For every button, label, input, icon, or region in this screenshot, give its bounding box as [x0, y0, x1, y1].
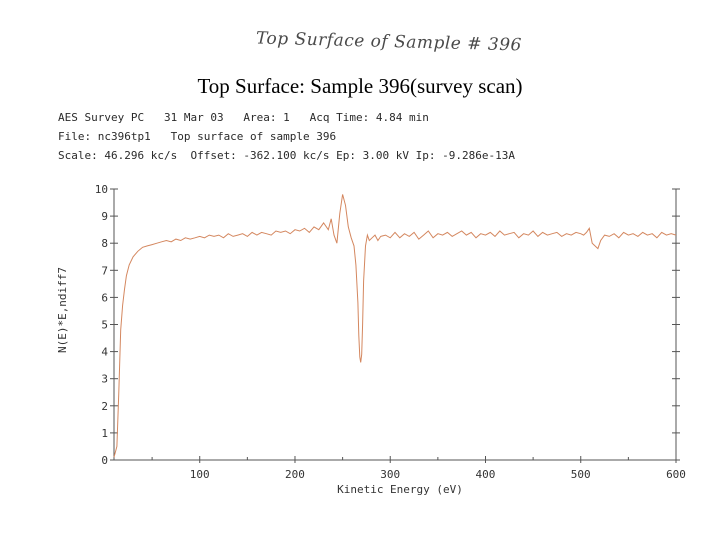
x-tick-label: 100 — [190, 468, 210, 481]
scan-header-line-1: AES Survey PC 31 Mar 03 Area: 1 Acq Time… — [58, 111, 429, 124]
chart-axes — [113, 189, 677, 461]
y-tick-label: 3 — [101, 373, 108, 386]
x-tick-label: 600 — [666, 468, 686, 481]
y-tick-label: 9 — [101, 210, 108, 223]
y-tick-label: 5 — [101, 319, 108, 332]
y-tick-label: 10 — [95, 183, 108, 196]
y-tick-label: 1 — [101, 427, 108, 440]
x-tick-label: 500 — [571, 468, 591, 481]
y-axis-ticks: 0 1 2 3 4 5 6 7 8 9 10 — [95, 183, 680, 467]
x-axis-label: Kinetic Energy (eV) — [337, 483, 463, 496]
y-tick-label: 0 — [101, 454, 108, 467]
slide-title: Top Surface: Sample 396(survey scan) — [197, 74, 523, 98]
y-tick-label: 7 — [101, 264, 108, 277]
y-tick-label: 4 — [101, 346, 108, 359]
x-tick-label: 200 — [285, 468, 305, 481]
scan-header-line-2: File: nc396tp1 Top surface of sample 396 — [58, 130, 337, 143]
y-tick-label: 2 — [101, 400, 108, 413]
y-tick-label: 8 — [101, 237, 108, 250]
y-tick-label: 6 — [101, 291, 108, 304]
spectrum-trace — [113, 194, 677, 458]
scan-header-line-3: Scale: 46.296 kc/s Offset: -362.100 kc/s… — [58, 149, 515, 162]
x-tick-label: 400 — [476, 468, 496, 481]
x-tick-label: 300 — [380, 468, 400, 481]
x-axis-ticks: 100 200 300 400 500 600 — [151, 456, 686, 481]
y-axis-label: N(E)*E,ndiff7 — [56, 267, 69, 353]
